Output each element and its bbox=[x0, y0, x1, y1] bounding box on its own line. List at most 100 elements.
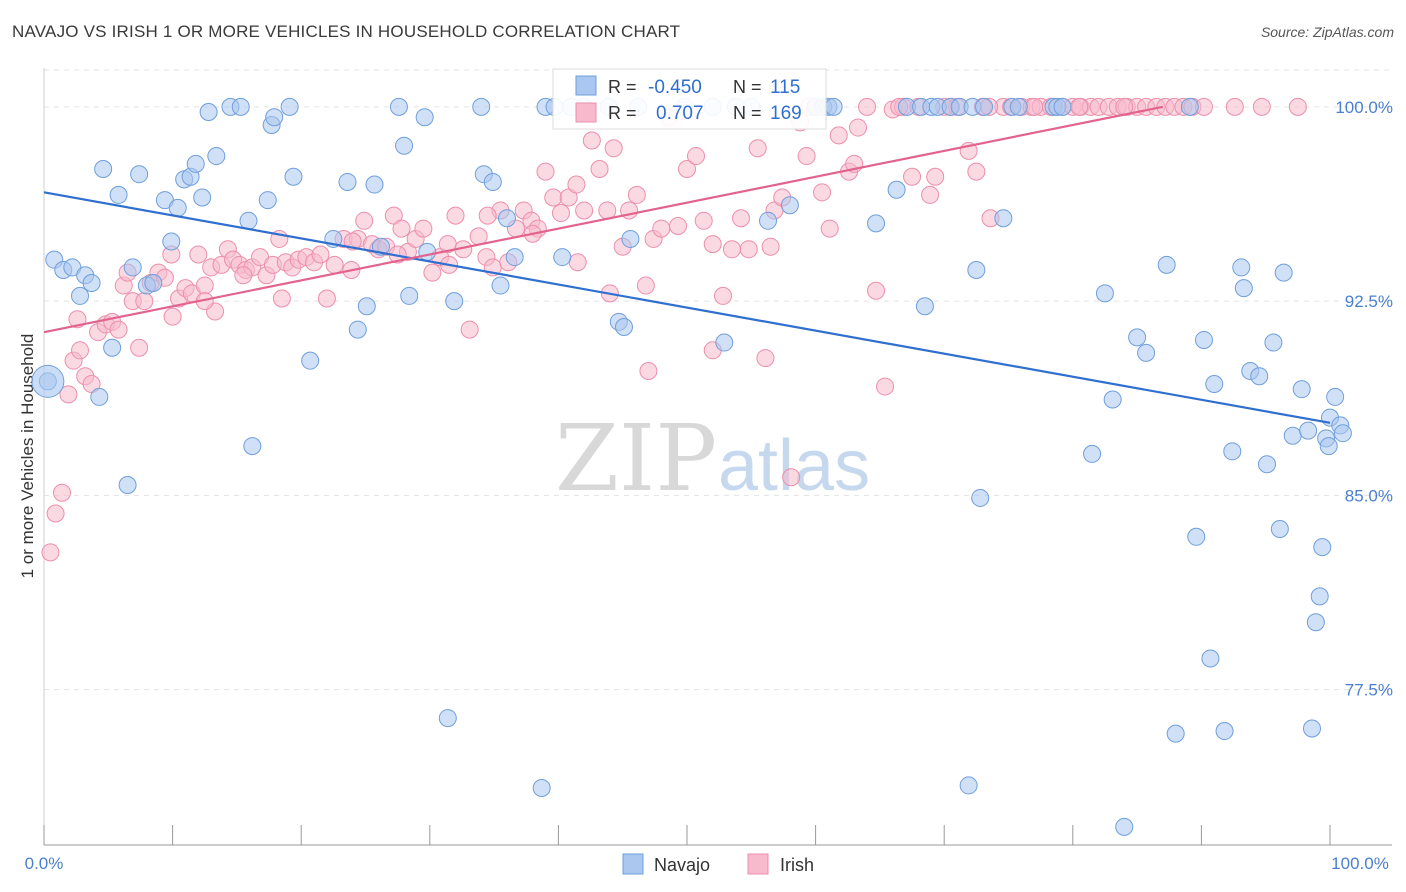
irish-point-63 bbox=[469, 227, 488, 246]
navajo-point-76 bbox=[867, 214, 886, 233]
irish-point-80 bbox=[598, 201, 617, 220]
irish-point-42 bbox=[311, 245, 330, 264]
chart-source: Source: ZipAtlas.com bbox=[1260, 24, 1394, 40]
navajo-point-38 bbox=[357, 297, 376, 316]
navajo-point-11 bbox=[118, 475, 137, 494]
irish-n-value: 169 bbox=[770, 103, 802, 124]
navajo-point-44 bbox=[415, 108, 434, 127]
irish-point-150 bbox=[1288, 97, 1307, 116]
navajo-point-52 bbox=[497, 209, 516, 228]
navajo-stats-swatch bbox=[575, 75, 597, 96]
irish-point-102 bbox=[782, 468, 801, 487]
navajo-point-29 bbox=[258, 191, 277, 210]
irish-point-148 bbox=[1225, 97, 1244, 116]
navajo-point-105 bbox=[1187, 527, 1206, 546]
y-tick-label-85: 85.0% bbox=[1345, 486, 1393, 505]
grid-lines bbox=[44, 69, 1392, 691]
navajo-point-21 bbox=[186, 154, 205, 173]
navajo-point-10 bbox=[109, 185, 128, 204]
navajo-point-6 bbox=[82, 273, 101, 292]
irish-point-95 bbox=[723, 240, 742, 259]
navajo-point-23 bbox=[199, 103, 218, 122]
irish-point-116 bbox=[903, 167, 922, 186]
irish-point-81 bbox=[604, 139, 623, 158]
navajo-point-32 bbox=[280, 97, 299, 116]
watermark-atlas: atlas bbox=[718, 426, 870, 506]
navajo-point-18 bbox=[168, 198, 187, 217]
chart-title: NAVAJO VS IRISH 1 OR MORE VEHICLES IN HO… bbox=[12, 22, 681, 41]
navajo-point-34 bbox=[301, 351, 320, 370]
y-axis-title: 1 or more Vehicles in Household bbox=[18, 334, 37, 579]
navajo-point-96 bbox=[1083, 444, 1102, 463]
irish-point-56 bbox=[414, 219, 433, 238]
irish-point-24 bbox=[195, 276, 214, 295]
irish-point-76 bbox=[567, 175, 586, 194]
navajo-point-80 bbox=[915, 297, 934, 316]
irish-point-93 bbox=[703, 235, 722, 254]
y-tick-label-77.5: 77.5% bbox=[1345, 681, 1393, 700]
navajo-point-100 bbox=[1128, 328, 1147, 347]
navajo-point-22 bbox=[193, 188, 212, 207]
irish-point-87 bbox=[652, 219, 671, 238]
navajo-point-33 bbox=[284, 167, 303, 186]
navajo-point-41 bbox=[389, 97, 408, 116]
navajo-point-9 bbox=[103, 338, 122, 357]
navajo-point-51 bbox=[491, 276, 510, 295]
navajo-point-43 bbox=[400, 286, 419, 305]
irish-point-5 bbox=[71, 341, 90, 360]
navajo-point-99 bbox=[1115, 817, 1134, 836]
navajo-point-57 bbox=[553, 248, 572, 267]
navajo-point-111 bbox=[1232, 258, 1251, 277]
navajo-point-large bbox=[31, 364, 65, 398]
irish-point-108 bbox=[829, 126, 848, 145]
navajo-point-131 bbox=[1333, 424, 1352, 443]
irish-point-62 bbox=[460, 320, 479, 339]
navajo-r-value: -0.450 bbox=[648, 77, 702, 98]
navajo-point-70 bbox=[759, 211, 778, 230]
navajo-point-124 bbox=[1310, 587, 1329, 606]
navajo-point-26 bbox=[231, 97, 250, 116]
navajo-point-85 bbox=[959, 776, 978, 795]
irish-point-110 bbox=[849, 118, 868, 137]
navajo-point-110 bbox=[1223, 442, 1242, 461]
irish-point-84 bbox=[627, 185, 646, 204]
irish-point-106 bbox=[813, 183, 832, 202]
legend-swatch-navajo bbox=[622, 853, 644, 875]
navajo-point-63 bbox=[621, 229, 640, 248]
navajo-point-89 bbox=[975, 97, 994, 116]
irish-point-94 bbox=[714, 286, 733, 305]
irish-n-label: N = bbox=[733, 103, 762, 123]
irish-point-119 bbox=[926, 167, 945, 186]
navajo-point-97 bbox=[1095, 284, 1114, 303]
x-axis-ticks bbox=[43, 825, 1331, 845]
irish-point-44 bbox=[325, 255, 344, 274]
irish-point-48 bbox=[355, 211, 374, 230]
navajo-r-label: R = bbox=[608, 77, 637, 97]
navajo-point-31 bbox=[265, 108, 284, 127]
irish-trend-line bbox=[43, 105, 1164, 334]
irish-point-118 bbox=[921, 185, 940, 204]
navajo-point-109 bbox=[1215, 722, 1234, 741]
irish-point-72 bbox=[536, 162, 555, 181]
irish-point-79 bbox=[590, 160, 609, 179]
irish-point-107 bbox=[820, 219, 839, 238]
bottom-legend: Navajo Irish bbox=[622, 853, 814, 875]
navajo-point-7 bbox=[90, 387, 109, 406]
irish-point-149 bbox=[1252, 97, 1271, 116]
navajo-point-119 bbox=[1283, 426, 1302, 445]
navajo-point-75 bbox=[824, 97, 843, 116]
irish-stats-swatch bbox=[575, 102, 597, 123]
stats-legend-box bbox=[552, 68, 827, 130]
irish-point-91 bbox=[687, 147, 706, 166]
navajo-point-104 bbox=[1180, 97, 1199, 116]
irish-r-value: 0.707 bbox=[656, 103, 704, 124]
irish-point-15 bbox=[135, 292, 154, 311]
navajo-trend-line bbox=[43, 191, 1331, 424]
irish-point-92 bbox=[694, 211, 713, 230]
irish-points bbox=[41, 97, 1307, 562]
irish-point-123 bbox=[967, 162, 986, 181]
irish-point-162 bbox=[568, 253, 587, 272]
irish-point-2 bbox=[53, 483, 72, 502]
irish-point-85 bbox=[636, 276, 655, 295]
navajo-point-47 bbox=[445, 292, 464, 311]
